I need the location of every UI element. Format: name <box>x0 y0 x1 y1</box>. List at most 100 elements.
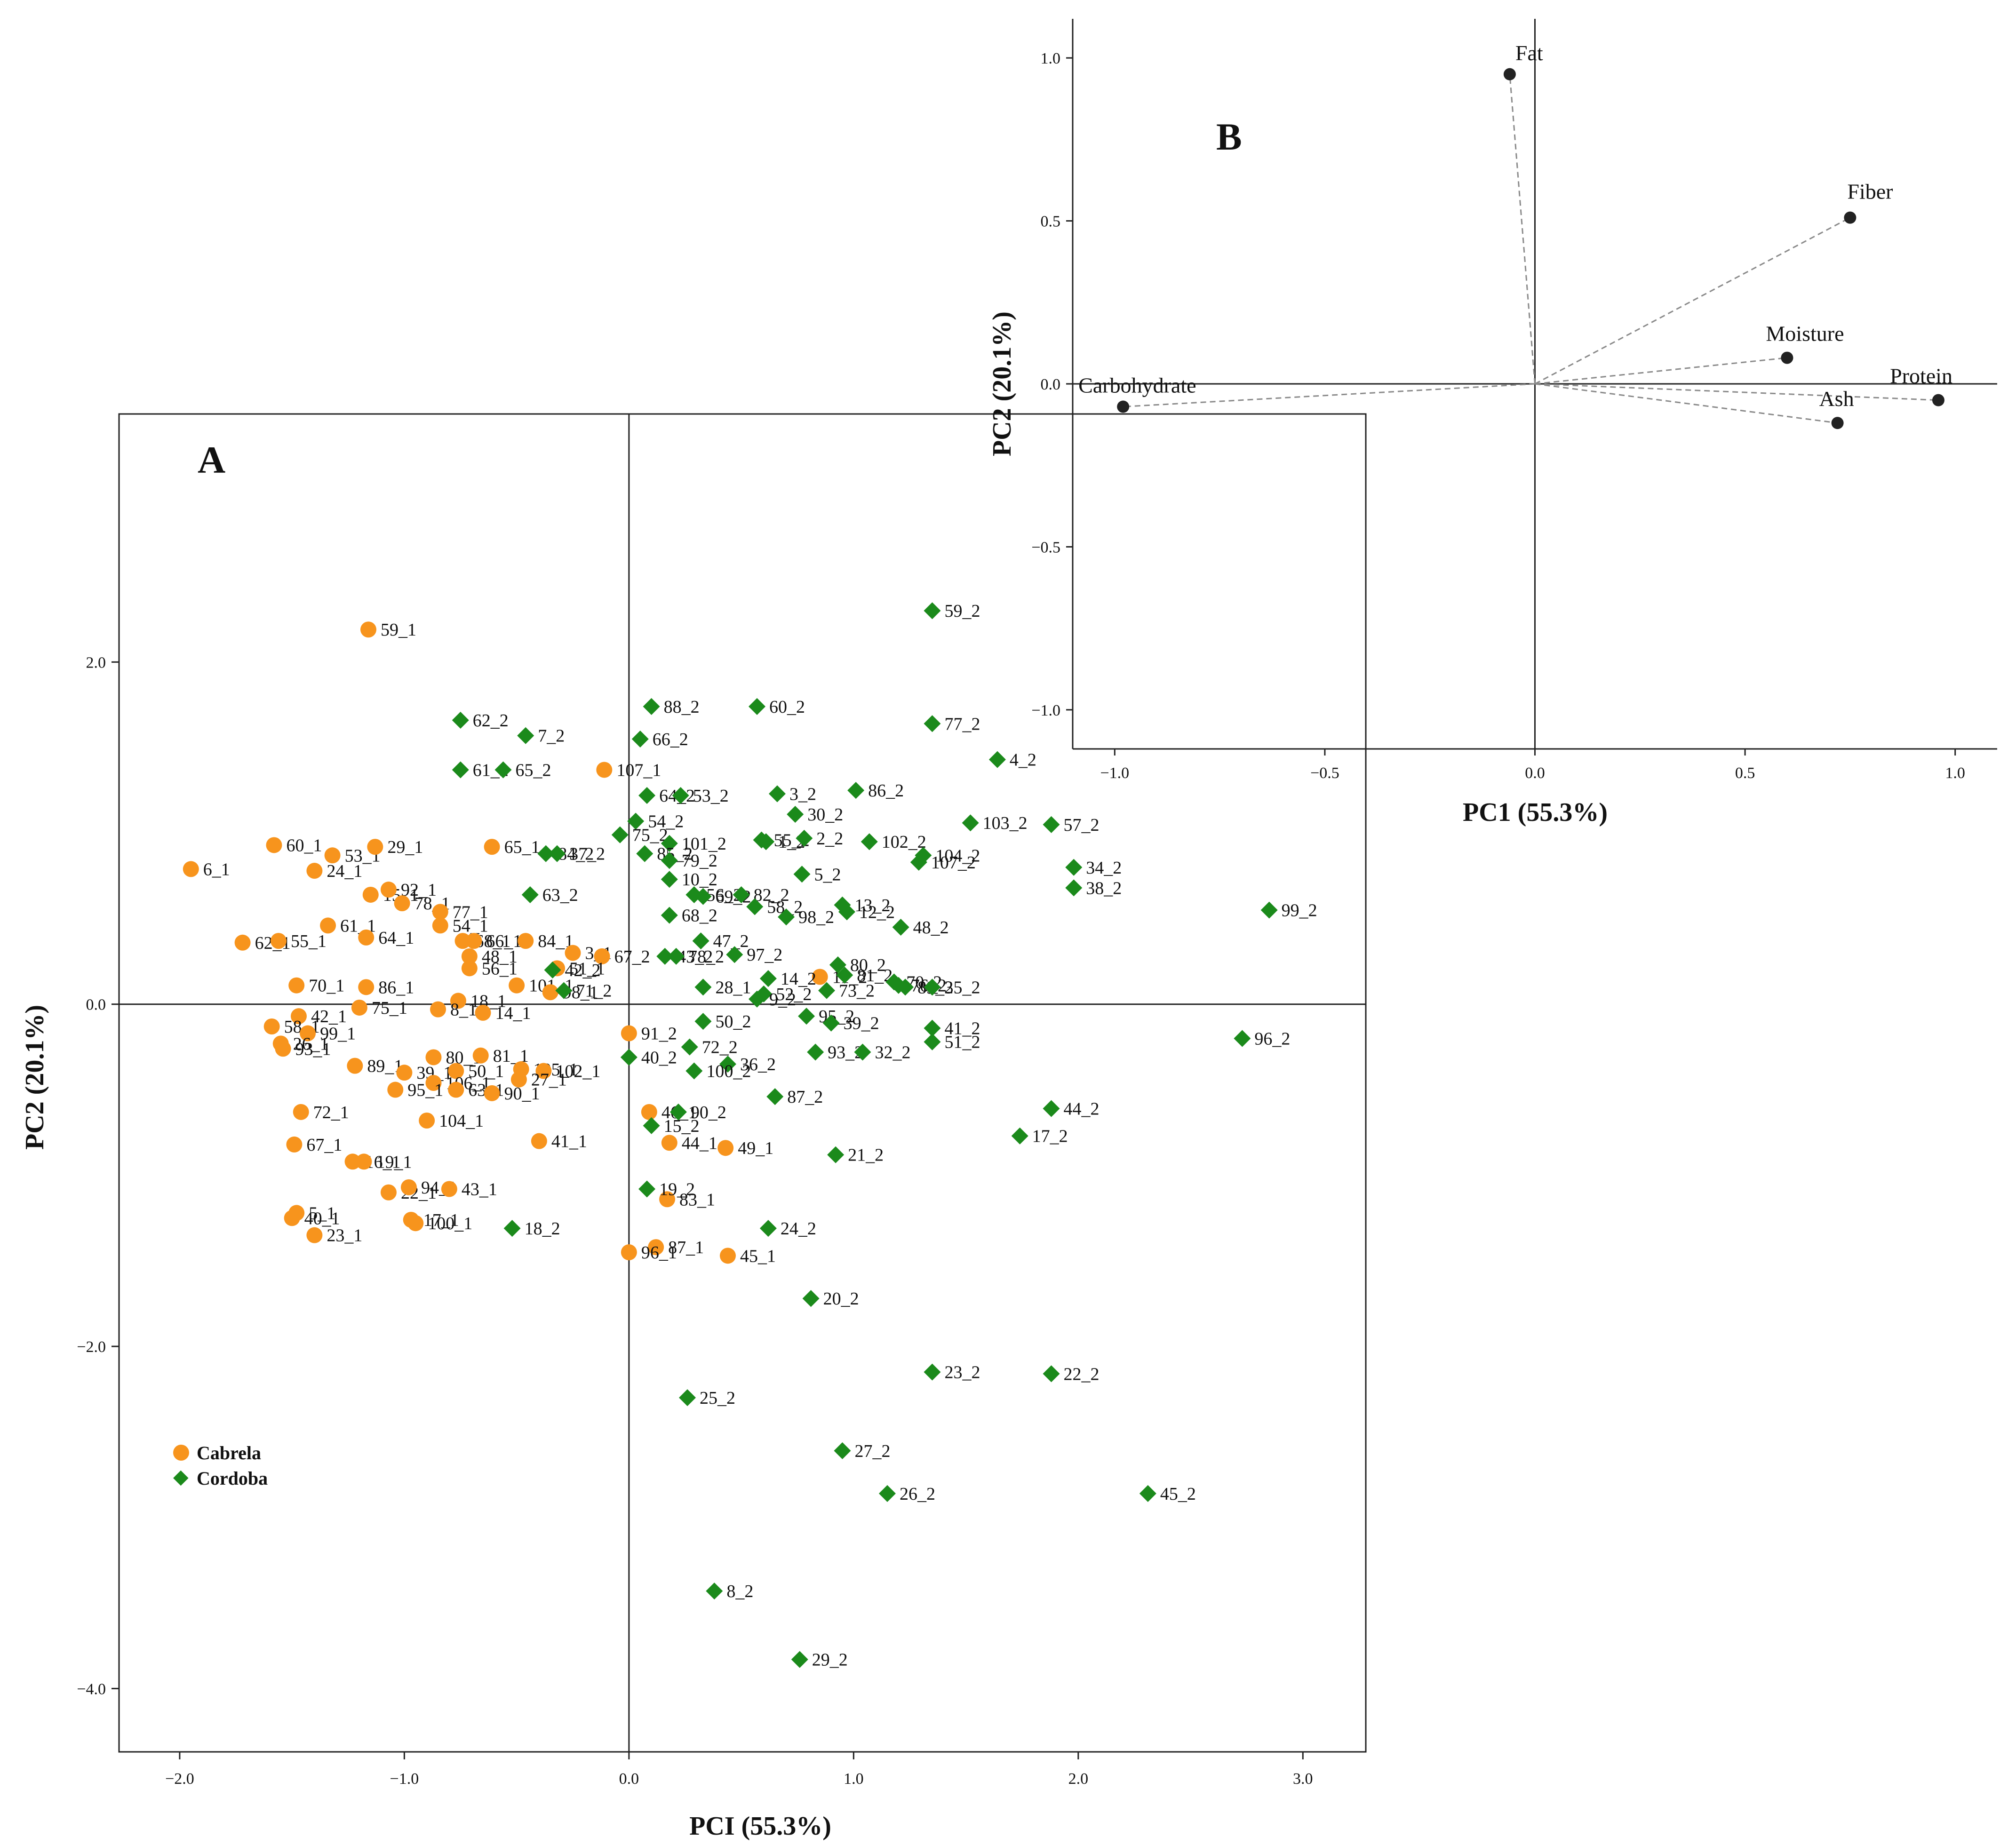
data-point-cordoba <box>749 990 766 1008</box>
point-label: 60_2 <box>769 697 805 717</box>
point-label: 90_2 <box>691 1103 726 1122</box>
data-point-cabrela <box>484 839 500 855</box>
point-label: 5_2 <box>814 865 841 884</box>
loading-label: Fiber <box>1847 180 1893 204</box>
data-point-cordoba <box>829 956 846 974</box>
data-point-cordoba <box>924 1033 941 1050</box>
data-point-cabrela <box>661 1135 677 1151</box>
data-point-cordoba <box>661 871 678 888</box>
point-label: 48_1 <box>482 947 518 967</box>
loading-label: Carbohydrate <box>1078 374 1196 398</box>
data-point-cordoba <box>620 1049 637 1066</box>
data-point-cordoba <box>685 1062 703 1080</box>
point-label: 45_2 <box>1160 1484 1196 1504</box>
point-label: 20_2 <box>823 1289 859 1309</box>
legend-cordoba-marker <box>173 1470 189 1486</box>
point-label: 25_2 <box>700 1388 735 1408</box>
point-label: 40_2 <box>641 1048 677 1067</box>
data-point-cordoba <box>924 715 941 732</box>
point-label: 59_1 <box>381 620 416 640</box>
data-point-cabrela <box>472 1047 489 1064</box>
data-point-cabrela <box>396 1065 413 1081</box>
data-point-cabrela <box>542 984 558 1001</box>
y-tick-label: 1.0 <box>1041 50 1061 67</box>
point-label: 27_2 <box>854 1441 890 1461</box>
data-point-cordoba <box>503 1220 521 1237</box>
point-label: 49_1 <box>738 1138 773 1158</box>
point-label: 42_2 <box>565 961 601 980</box>
data-point-cabrela <box>344 1153 361 1170</box>
point-label: 99_2 <box>1282 901 1317 921</box>
panel-b-x-axis-title: PC1 (55.3%) <box>1463 798 1608 827</box>
data-point-cordoba <box>1065 859 1083 876</box>
point-label: 39_2 <box>844 1014 879 1034</box>
point-label: 63_2 <box>542 885 578 905</box>
point-label: 103_2 <box>983 813 1028 833</box>
point-label: 73_2 <box>839 981 875 1001</box>
data-point-cordoba <box>807 1043 824 1061</box>
point-label: 51_1 <box>569 959 605 978</box>
panel-a-frame <box>118 413 1367 1753</box>
data-point-cabrela <box>430 1001 446 1018</box>
data-point-cabrela <box>448 1063 464 1079</box>
point-label: 67_1 <box>306 1135 342 1155</box>
point-label: 23_1 <box>327 1226 362 1246</box>
point-label: 60_1 <box>286 835 322 855</box>
point-label: 54_1 <box>453 916 488 936</box>
data-point-cordoba <box>787 806 804 823</box>
data-point-cabrela <box>509 977 525 994</box>
data-point-cordoba <box>521 886 539 903</box>
data-point-cordoba <box>778 908 795 926</box>
loading-point <box>1503 68 1516 80</box>
data-point-cabrela <box>320 917 336 934</box>
point-label: 107_2 <box>931 853 976 873</box>
x-tick-label: 0.0 <box>619 1770 639 1788</box>
point-label: 93_1 <box>295 1039 331 1059</box>
point-label: 86_1 <box>378 978 414 997</box>
point-label: 32_2 <box>875 1043 910 1063</box>
point-label: 4_2 <box>1010 750 1036 770</box>
loading-vector <box>1509 74 1536 384</box>
data-point-cordoba <box>638 1180 656 1198</box>
point-label: 10_2 <box>682 870 717 890</box>
point-label: 7_2 <box>538 726 565 746</box>
point-label: 23_2 <box>944 1363 980 1383</box>
data-point-cordoba <box>544 961 561 978</box>
data-point-cordoba <box>643 1117 660 1134</box>
data-point-cordoba <box>1043 1365 1060 1383</box>
data-point-cabrela <box>358 929 375 946</box>
point-label: 22_2 <box>1064 1364 1100 1384</box>
point-label: 75_1 <box>372 998 407 1018</box>
point-label: 62_2 <box>473 711 509 731</box>
loading-vector <box>1535 383 1838 424</box>
data-point-cordoba <box>681 1038 698 1056</box>
point-label: 17_2 <box>1032 1127 1068 1146</box>
point-label: 44_1 <box>682 1133 717 1153</box>
data-point-cordoba <box>769 785 786 803</box>
point-label: 65_2 <box>515 760 551 780</box>
point-label: 14_2 <box>781 969 816 989</box>
data-point-cordoba <box>517 727 534 744</box>
point-label: 26_2 <box>900 1484 935 1504</box>
data-point-cordoba <box>854 1043 871 1061</box>
point-label: 21_2 <box>848 1145 884 1165</box>
point-label: 53_2 <box>693 786 729 806</box>
data-point-cordoba <box>793 866 811 883</box>
data-point-cordoba <box>692 932 709 950</box>
data-point-cordoba <box>549 845 566 862</box>
data-point-cordoba <box>611 826 629 843</box>
panel-b-y-axis-title: PC2 (20.1%) <box>988 311 1017 456</box>
data-point-cabrela <box>358 979 375 995</box>
data-point-cordoba <box>988 751 1006 768</box>
panel-a-axes: −2.0 −1.0 0.0 1.0 2.0 3.0 2.0 0.0 −2.0 −4.0 <box>77 414 1366 1788</box>
data-point-cordoba <box>694 1013 712 1030</box>
point-label: 42_1 <box>311 1007 347 1026</box>
data-point-cabrela <box>535 1063 552 1079</box>
data-point-cabrela <box>286 1136 303 1153</box>
data-point-cabrela <box>362 886 379 903</box>
panel-b-loadings: Fat Fiber Moisture Protein Ash Carbohydrate <box>1078 41 1952 429</box>
data-point-cabrela <box>234 934 251 951</box>
point-label: 24_2 <box>781 1219 816 1239</box>
data-point-cabrela <box>266 837 282 853</box>
x-tick-label: −1.0 <box>390 1770 419 1788</box>
